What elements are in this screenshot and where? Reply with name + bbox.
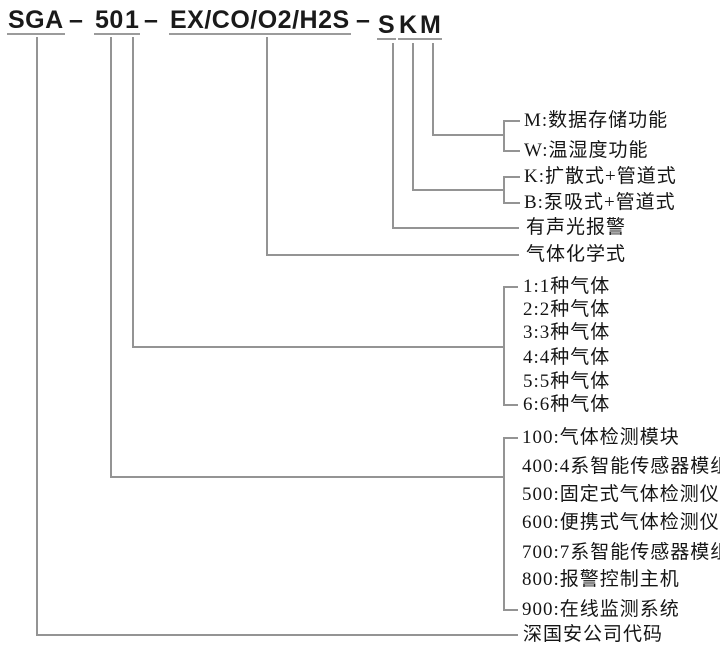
label-gas-formula: 气体化学式 (526, 244, 627, 265)
bracket-series-tick-bottom (503, 609, 518, 611)
label-gascount-4: 4:4种气体 (523, 347, 611, 368)
separator-2: – (144, 6, 159, 34)
connector-vline-storage (432, 43, 434, 136)
label-series-500: 500:固定式气体检测仪 (522, 484, 720, 505)
label-sampling-k: K:扩散式+管道式 (524, 166, 677, 187)
label-series-400: 400:4系智能传感器模组 (522, 456, 720, 477)
bracket-gascount-tick-top (503, 286, 518, 288)
label-alarm: 有声光报警 (526, 217, 627, 238)
connector-vline-series (110, 37, 112, 478)
connector-hline-formula (266, 254, 519, 256)
separator-1: – (69, 6, 84, 34)
label-storage-m: M:数据存储功能 (524, 110, 669, 131)
label-sampling-b: B:泵吸式+管道式 (524, 192, 676, 213)
bracket-sampling-tick-top (503, 176, 520, 178)
model-gascount-digit: 1 (124, 6, 141, 35)
flag-alarm: S (377, 11, 397, 40)
label-series-700: 700:7系智能传感器模组 (522, 542, 720, 563)
connector-hline-storage (432, 134, 505, 136)
label-gascount-1: 1:1种气体 (523, 276, 611, 297)
bracket-storage-tick-top (503, 120, 520, 122)
connector-hline-company (36, 634, 518, 636)
label-gascount-5: 5:5种气体 (523, 371, 611, 392)
bracket-storage (503, 120, 505, 152)
bracket-series-tick-top (503, 437, 518, 439)
model-gas-list: EX/CO/O2/H2S (169, 6, 351, 35)
connector-hline-sampling (412, 189, 505, 191)
connector-vline-sampling (412, 43, 414, 191)
connector-hline-alarm (392, 227, 519, 229)
bracket-gascount-tick-bottom (503, 404, 518, 406)
connector-vline-formula (266, 37, 268, 256)
label-series-600: 600:便携式气体检测仪 (522, 512, 720, 533)
flag-sampling: K (398, 11, 419, 40)
connector-hline-series (110, 476, 505, 478)
connector-vline-gascount (132, 37, 134, 348)
separator-3: – (356, 6, 371, 34)
bracket-storage-tick-bottom (503, 150, 520, 152)
label-series-900: 900:在线监测系统 (522, 599, 680, 620)
bracket-gascount (503, 286, 505, 406)
label-gascount-3: 3:3种气体 (523, 322, 611, 343)
flag-storage: M (419, 11, 443, 40)
connector-vline-alarm (392, 43, 394, 229)
label-gascount-2: 2:2种气体 (523, 299, 611, 320)
bracket-sampling (503, 176, 505, 204)
label-gascount-6: 6:6种气体 (523, 394, 611, 415)
bracket-series (503, 437, 505, 611)
label-storage-w: W:温湿度功能 (524, 140, 649, 161)
connector-vline-company (36, 37, 38, 636)
label-series-100: 100:气体检测模块 (522, 427, 680, 448)
model-prefix: SGA (7, 6, 65, 35)
bracket-sampling-tick-bottom (503, 202, 520, 204)
model-series-digits: 50 (94, 6, 125, 35)
label-company-code: 深国安公司代码 (523, 624, 664, 645)
label-series-800: 800:报警控制主机 (522, 569, 680, 590)
connector-hline-gascount (132, 346, 505, 348)
